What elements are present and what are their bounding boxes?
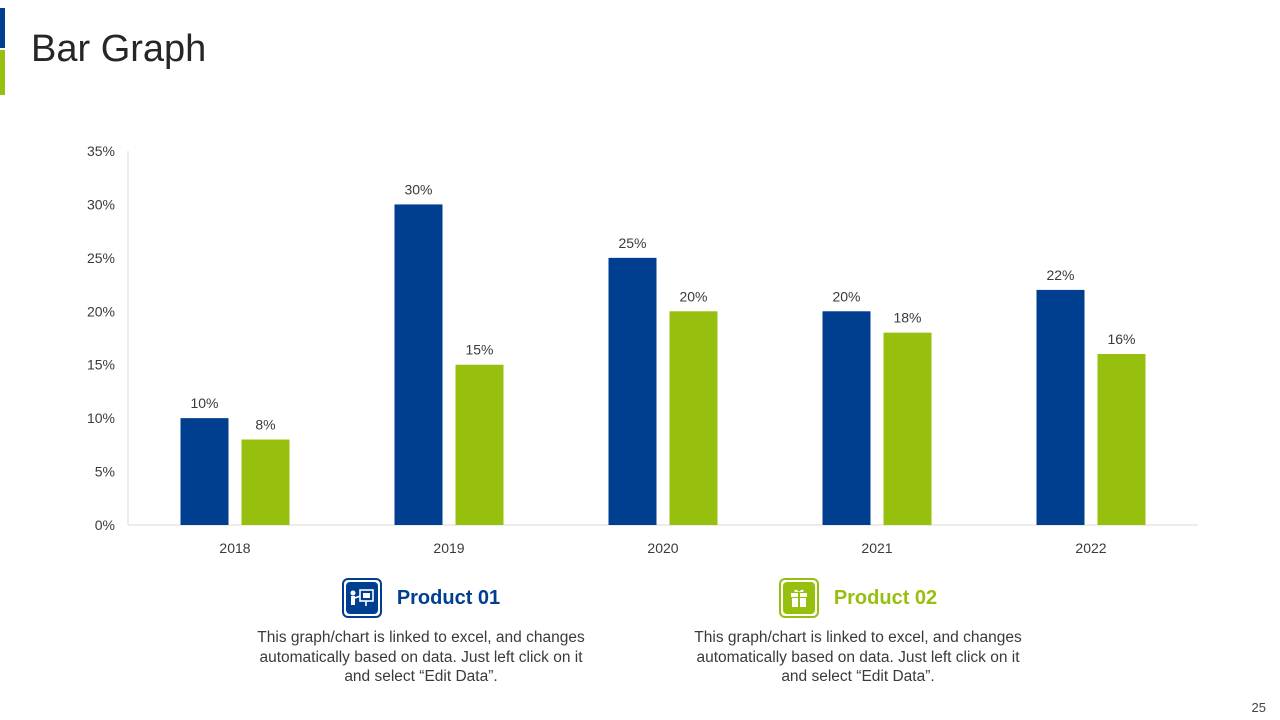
data-label: 8% — [255, 417, 275, 433]
x-tick-label: 2022 — [1075, 540, 1106, 556]
page-number: 25 — [1251, 700, 1266, 715]
x-tick-label: 2019 — [433, 540, 464, 556]
data-label: 20% — [832, 288, 860, 304]
y-tick-label: 5% — [95, 464, 115, 480]
bar — [1097, 354, 1146, 525]
bar — [241, 439, 290, 525]
bar — [1036, 289, 1085, 525]
accent-bar-blue — [0, 8, 5, 48]
legend-title: Product 02 — [833, 586, 938, 609]
bar — [394, 204, 443, 525]
y-tick-label: 20% — [87, 303, 115, 319]
x-tick-label: 2020 — [647, 540, 678, 556]
bar-chart[interactable]: 0% 5% 10% 15% 20% 25% 30% 35% 10% 8% 2018 30% 15% 201… — [0, 0, 1280, 570]
y-tick-label: 15% — [87, 357, 115, 373]
bar — [669, 311, 718, 525]
data-label: 22% — [1046, 267, 1074, 283]
data-label: 15% — [465, 342, 493, 358]
bar — [180, 418, 229, 525]
presentation-board-icon — [341, 578, 382, 618]
data-label: 18% — [893, 310, 921, 326]
x-tick-label: 2021 — [861, 540, 892, 556]
y-tick-label: 30% — [87, 196, 115, 212]
legend-product-01: Product 01 This graph/chart is linked to… — [256, 576, 586, 687]
x-tick-label: 2018 — [219, 540, 250, 556]
data-label: 20% — [679, 288, 707, 304]
bar — [608, 257, 657, 525]
gift-box-icon — [778, 578, 819, 618]
y-tick-label: 25% — [87, 250, 115, 266]
bar — [455, 364, 504, 525]
legend-description: This graph/chart is linked to excel, and… — [694, 629, 1022, 685]
data-label: 10% — [190, 395, 218, 411]
bar — [883, 332, 932, 525]
y-tick-label: 0% — [95, 517, 115, 533]
legend-title: Product 01 — [396, 586, 501, 609]
page-title: Bar Graph — [31, 28, 207, 70]
legend-product-02: Product 02 This graph/chart is linked to… — [693, 576, 1023, 687]
data-label: 25% — [618, 235, 646, 251]
legend-description: This graph/chart is linked to excel, and… — [257, 629, 585, 685]
y-tick-label: 10% — [87, 410, 115, 426]
y-tick-label: 35% — [87, 143, 115, 159]
data-label: 30% — [404, 181, 432, 197]
bar — [822, 311, 871, 525]
accent-bar-green — [0, 50, 5, 95]
data-label: 16% — [1107, 331, 1135, 347]
